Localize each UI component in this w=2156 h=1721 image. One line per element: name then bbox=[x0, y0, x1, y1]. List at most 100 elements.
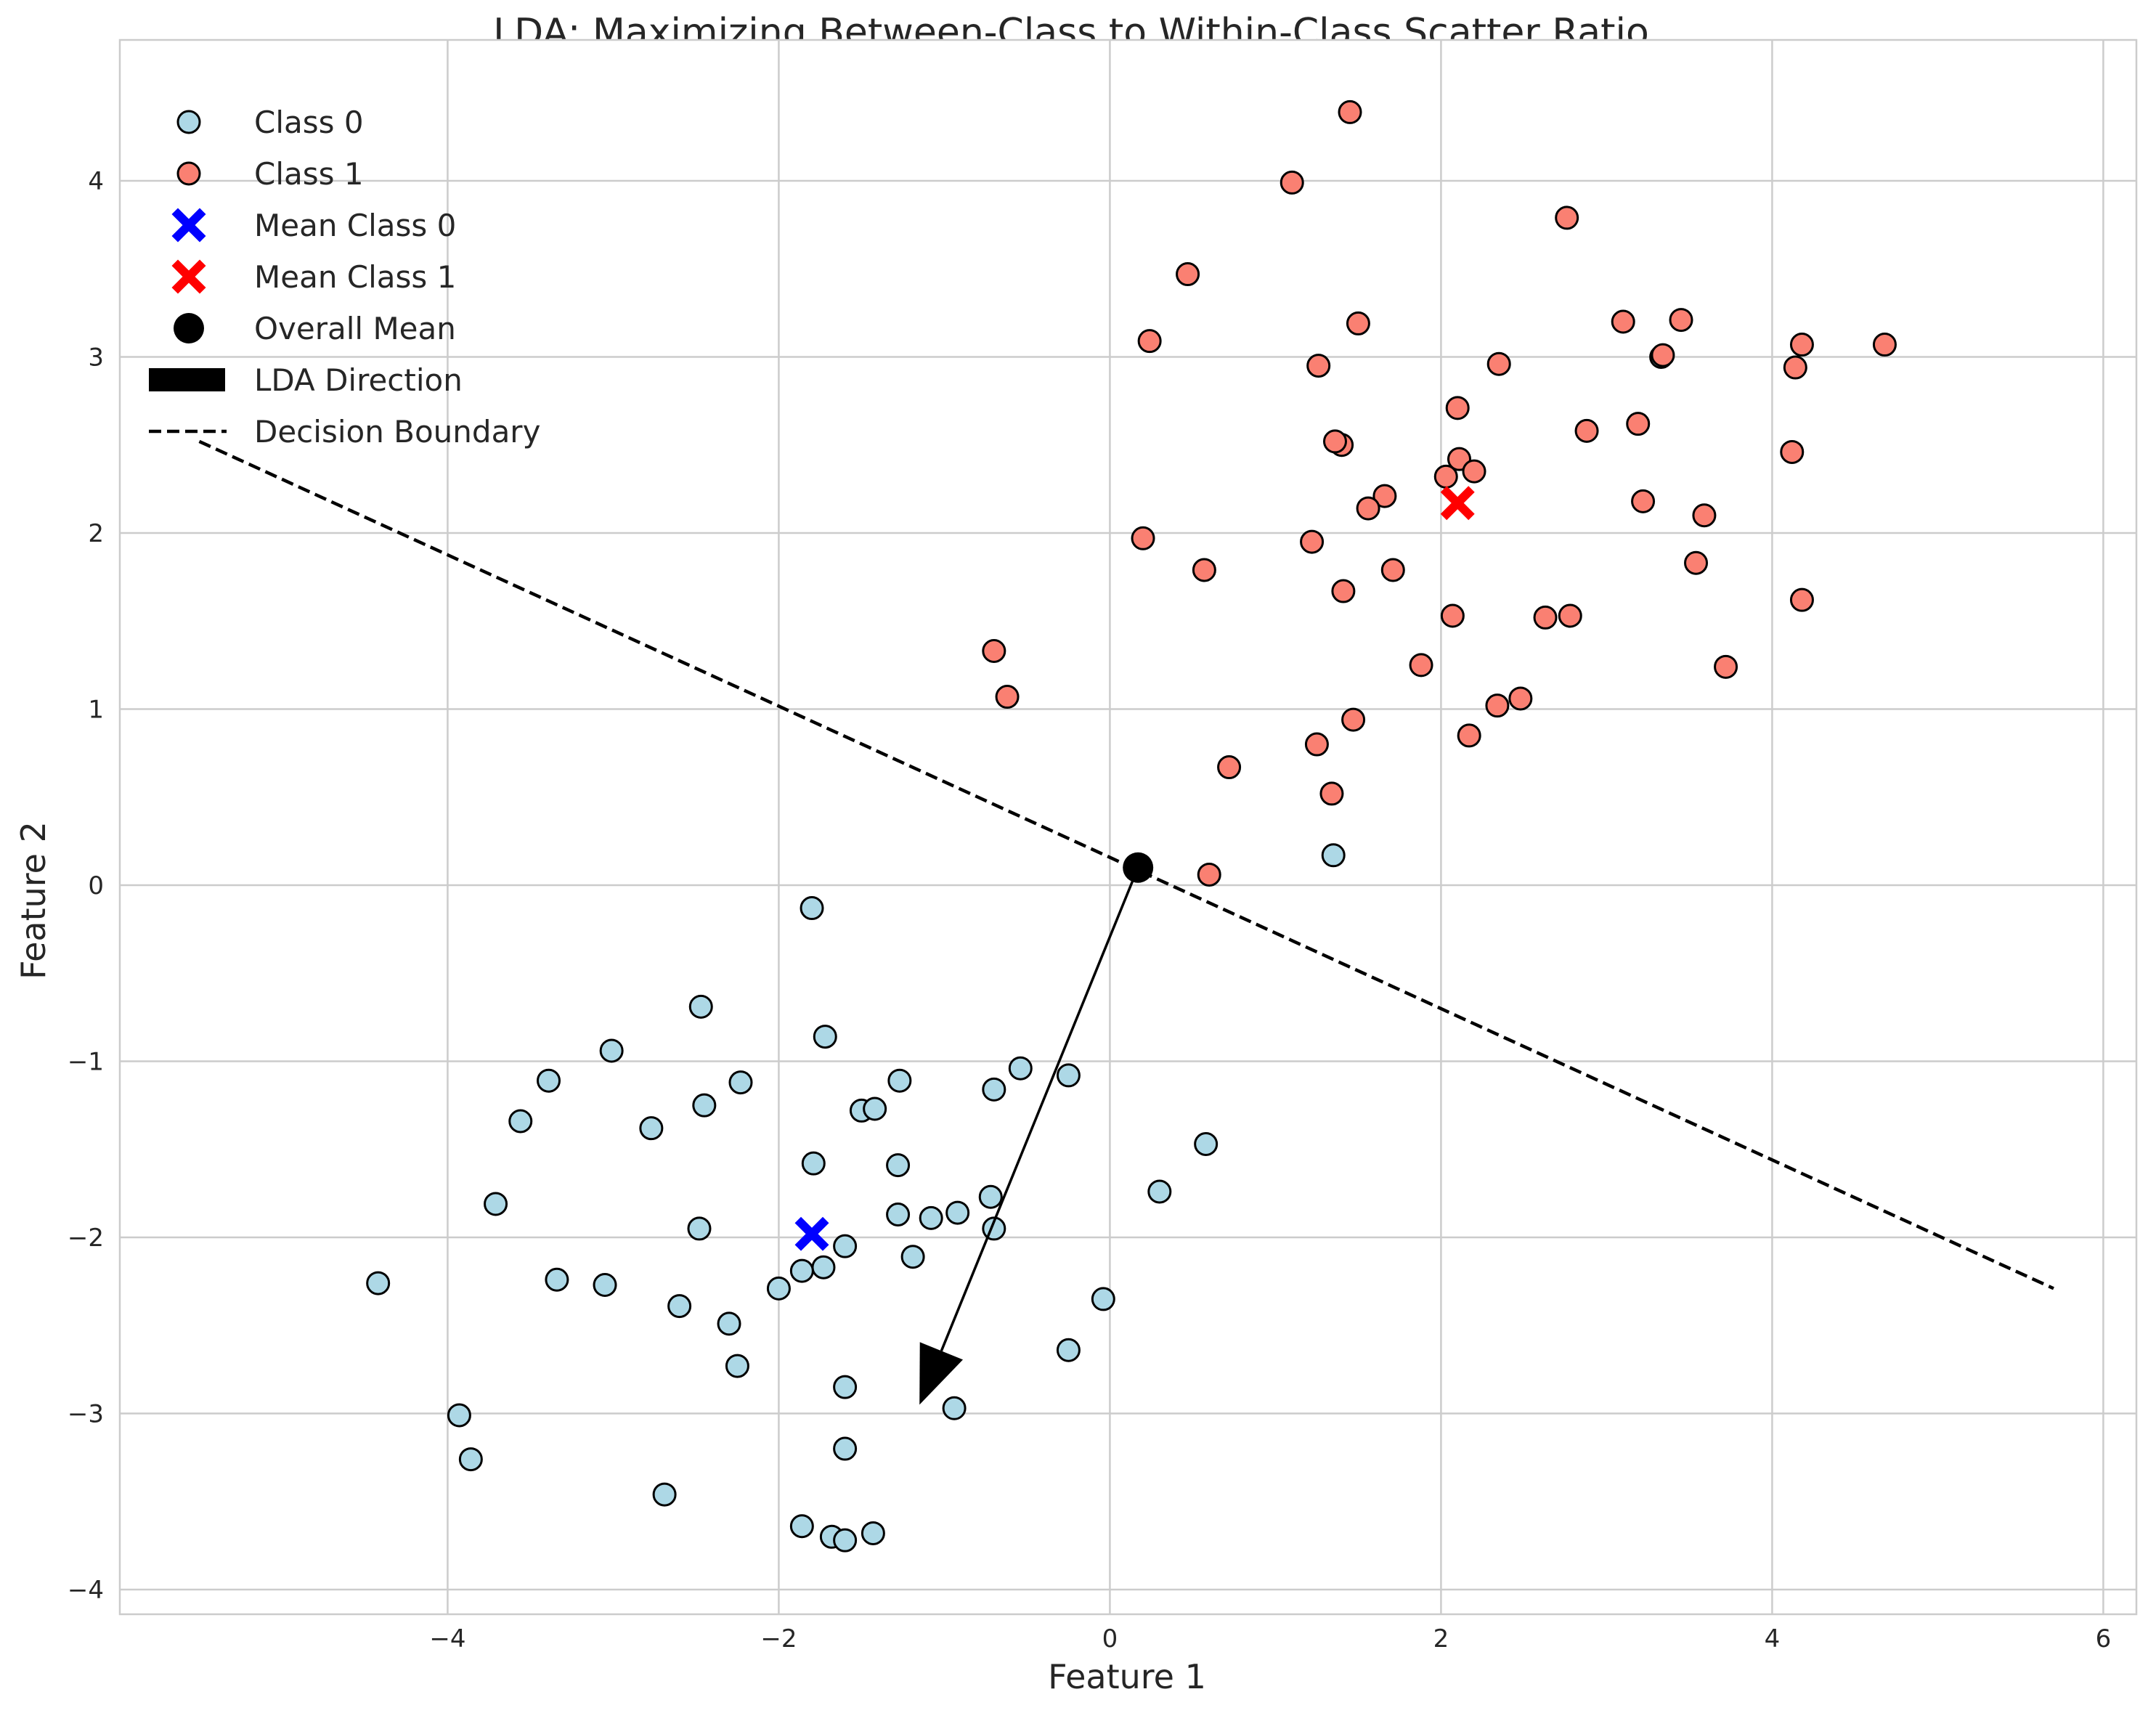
class-1-point bbox=[1280, 170, 1304, 195]
class-0-point bbox=[687, 1216, 712, 1241]
class-0-point bbox=[692, 1093, 717, 1118]
class-1-point bbox=[1780, 439, 1805, 464]
legend-lda-direction-label: LDA Direction bbox=[254, 362, 463, 398]
class-0-point bbox=[978, 1184, 1003, 1209]
legend-mean-class-0-label: Mean Class 0 bbox=[254, 208, 456, 243]
x-tick-label: 4 bbox=[1765, 1624, 1781, 1653]
class-0-point bbox=[861, 1521, 885, 1545]
class-0-point bbox=[1056, 1063, 1081, 1088]
class-1-point bbox=[1306, 354, 1331, 378]
class-0-point bbox=[728, 1070, 753, 1095]
class-0-point bbox=[833, 1436, 858, 1461]
legend-class-1-label: Class 1 bbox=[254, 156, 364, 192]
x-tick-label: 0 bbox=[1102, 1624, 1118, 1653]
class-0-point bbox=[1147, 1179, 1172, 1204]
class-0-point bbox=[1008, 1056, 1033, 1081]
class-0-point bbox=[900, 1245, 925, 1269]
y-tick-label: −2 bbox=[68, 1224, 104, 1253]
legend-class-1-marker bbox=[176, 161, 201, 186]
class-0-point bbox=[652, 1482, 677, 1507]
class-0-point bbox=[1056, 1338, 1081, 1362]
class-0-point bbox=[725, 1354, 749, 1378]
class-1-point bbox=[1485, 693, 1510, 718]
legend-class-0-marker bbox=[176, 110, 201, 134]
x-axis-ticks: −4 −2 0 2 4 6 bbox=[429, 1624, 2111, 1653]
class-1-point bbox=[1197, 862, 1221, 887]
class-1-point bbox=[1338, 99, 1362, 124]
mean-class-1-marker-stroke bbox=[1440, 486, 1475, 521]
legend-decision-boundary-label: Decision Boundary bbox=[254, 414, 540, 449]
class-1-point bbox=[1533, 605, 1558, 630]
class-1-point bbox=[1457, 723, 1481, 748]
legend-lda-direction-marker bbox=[149, 368, 225, 391]
class-0-point bbox=[942, 1396, 967, 1420]
legend: Class 0 Class 1 Mean Class 0 Mean Class 1 Ov… bbox=[149, 105, 540, 449]
class-0-point bbox=[766, 1276, 791, 1301]
class-1-point bbox=[1380, 558, 1405, 582]
class-1-point bbox=[1651, 343, 1675, 367]
class-1-point bbox=[982, 638, 1006, 663]
legend-overall-mean-marker bbox=[174, 313, 204, 343]
class-0-point bbox=[982, 1077, 1006, 1102]
x-tick-label: −4 bbox=[429, 1624, 465, 1653]
x-axis-label: Feature 1 bbox=[1048, 1657, 1206, 1696]
class-0-point bbox=[811, 1255, 836, 1279]
class-1-point bbox=[995, 685, 1020, 709]
class-1-point bbox=[1319, 781, 1344, 806]
class-0-point bbox=[639, 1116, 664, 1141]
class-1-point bbox=[1692, 503, 1717, 528]
lda-direction-layer bbox=[919, 867, 1139, 1405]
class-1-point bbox=[1440, 603, 1465, 628]
class-1-point bbox=[1574, 418, 1599, 443]
class-1-point bbox=[1331, 579, 1356, 603]
class-0-point bbox=[1091, 1287, 1115, 1311]
class-0-point bbox=[593, 1273, 617, 1298]
legend-class-0-label: Class 0 bbox=[254, 105, 364, 140]
class-1-point bbox=[1558, 603, 1582, 628]
class-0-point bbox=[813, 1025, 837, 1049]
lda-direction-shaft bbox=[940, 867, 1139, 1351]
class-0-point bbox=[545, 1267, 569, 1292]
overall-mean-marker bbox=[1123, 852, 1154, 883]
class-1-point bbox=[1346, 311, 1370, 335]
y-tick-label: 0 bbox=[88, 871, 104, 900]
class-0-point bbox=[508, 1109, 533, 1134]
class-0-point bbox=[833, 1234, 858, 1258]
class-1-point bbox=[1486, 351, 1511, 376]
y-tick-label: −4 bbox=[68, 1576, 104, 1605]
class-0-point bbox=[458, 1447, 483, 1472]
class-1-point bbox=[1131, 526, 1155, 550]
class-1-point bbox=[1192, 558, 1216, 582]
class-1-point bbox=[1714, 654, 1738, 679]
class-1-point bbox=[1137, 329, 1162, 354]
class-1-point bbox=[1372, 484, 1397, 508]
y-axis-ticks: −4 −3 −2 −1 0 1 2 3 4 bbox=[68, 167, 104, 1605]
class-0-point bbox=[789, 1514, 814, 1539]
legend-mean-class-1-marker bbox=[171, 259, 206, 294]
class-0-point bbox=[717, 1311, 741, 1336]
class-0-point bbox=[667, 1294, 692, 1319]
class-0-point bbox=[1194, 1132, 1219, 1157]
mean-class-0-marker bbox=[794, 1216, 829, 1251]
class-1-point bbox=[1445, 396, 1470, 420]
legend-overall-mean-label: Overall Mean bbox=[254, 311, 456, 346]
class-1-point bbox=[1789, 333, 1814, 357]
y-tick-label: 1 bbox=[88, 696, 104, 725]
class-1-point bbox=[1508, 686, 1533, 711]
class-0-point bbox=[801, 1151, 826, 1176]
class-1-point bbox=[1304, 732, 1329, 757]
class-0-point bbox=[863, 1097, 887, 1121]
x-tick-label: 2 bbox=[1433, 1624, 1449, 1653]
class-1-point bbox=[1356, 496, 1380, 521]
class-0-point bbox=[599, 1038, 624, 1063]
class-0-point bbox=[945, 1200, 970, 1225]
class-0-point bbox=[789, 1258, 814, 1283]
class-0-point bbox=[886, 1203, 911, 1227]
y-axis-label: Feature 2 bbox=[14, 821, 53, 980]
class-1-point bbox=[1217, 755, 1242, 780]
class-0-point bbox=[833, 1375, 858, 1399]
legend-mean-class-1-label: Mean Class 1 bbox=[254, 259, 456, 295]
class-0-point bbox=[919, 1205, 943, 1230]
class-1-point bbox=[1409, 653, 1433, 678]
